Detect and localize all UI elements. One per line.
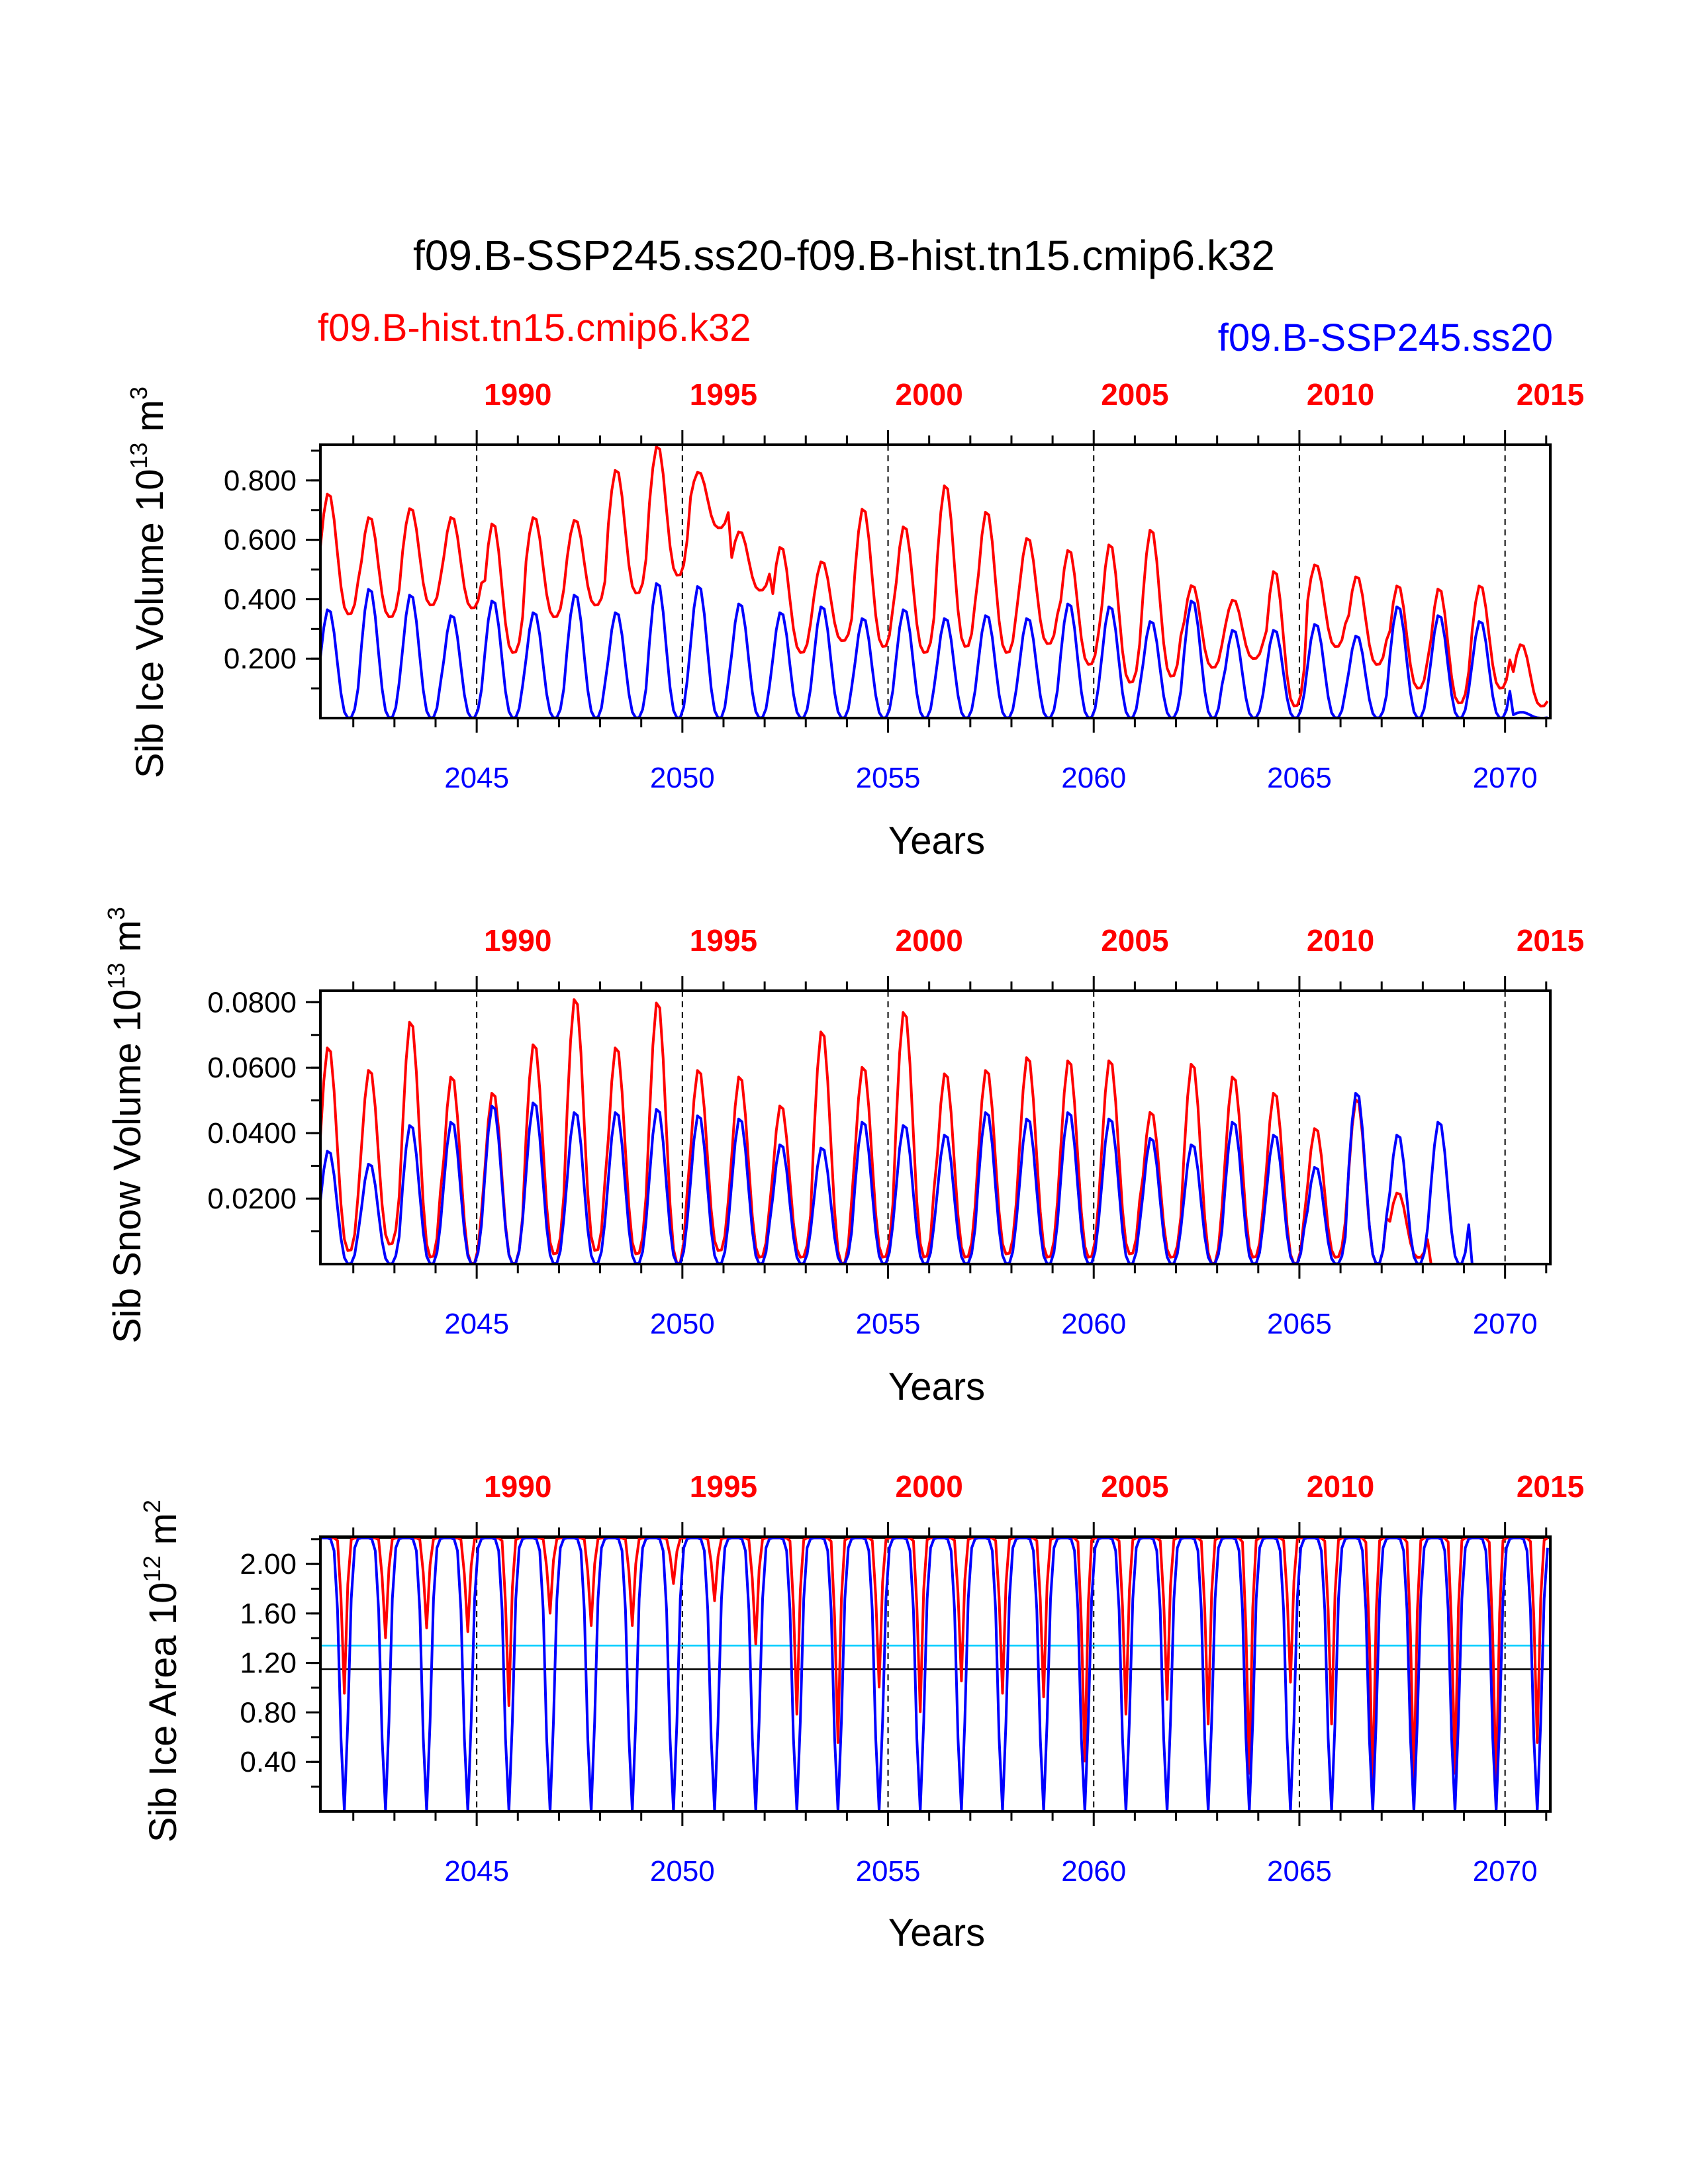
- x-tick-label: 2060: [1061, 1855, 1126, 1888]
- x-tick-label: 2050: [650, 1855, 715, 1888]
- top-tick-label: 1995: [690, 377, 757, 412]
- x-tick-label: 2045: [444, 1308, 509, 1340]
- ice-area-panel: Sib Ice Area 1012 m2 Years 0.40 0.80 1.20 1…: [138, 1469, 1584, 1954]
- y-tick-label: 0.800: [224, 465, 297, 497]
- series-line-blue: [320, 1536, 1549, 1813]
- top-tick-label: 2010: [1307, 923, 1374, 958]
- series-line-blue: [319, 1091, 1548, 1265]
- y-tick-label: 0.80: [240, 1696, 297, 1729]
- y-tick-label: 0.0400: [207, 1117, 297, 1150]
- x-tick-label: 2060: [1061, 1308, 1126, 1340]
- x-tick-label: 2065: [1267, 1308, 1332, 1340]
- x-tick-label: 2065: [1267, 1855, 1332, 1888]
- top-tick-label: 2015: [1517, 923, 1584, 958]
- x-tick-label: 2070: [1473, 1855, 1538, 1888]
- x-tick-label: 2055: [856, 762, 921, 794]
- top-tick-label: 2015: [1517, 1469, 1584, 1504]
- x-tick-label: 2055: [856, 1855, 921, 1888]
- x-tick-label: 2050: [650, 762, 715, 794]
- ice-area-y-label: Sib Ice Area 1012 m2: [138, 1500, 185, 1843]
- y-tick-label: 0.200: [224, 643, 297, 675]
- y-tick-label: 0.400: [224, 583, 297, 615]
- series-line-red: [319, 998, 1548, 1265]
- top-tick-label: 1990: [484, 377, 551, 412]
- y-tick-label: 0.40: [240, 1746, 297, 1778]
- x-tick-label: 2070: [1473, 762, 1538, 794]
- ice-volume-y-label: Sib Ice Volume 1013 m3: [125, 387, 171, 778]
- series-line-red: [319, 445, 1549, 707]
- snow-volume-panel: Sib Snow Volume 1013 m3 Years 0.0200 0.04…: [103, 907, 1584, 1408]
- top-tick-label: 2005: [1101, 923, 1168, 958]
- x-tick-label: 2060: [1061, 762, 1126, 794]
- y-tick-label: 0.0200: [207, 1183, 297, 1215]
- snow-volume-x-label: Years: [888, 1365, 985, 1408]
- plot-frame: [319, 443, 1552, 719]
- top-tick-label: 2000: [896, 377, 963, 412]
- top-tick-label: 2000: [896, 923, 963, 958]
- y-tick-label: 0.0800: [207, 986, 297, 1019]
- top-tick-label: 2005: [1101, 377, 1168, 412]
- top-tick-label: 2010: [1307, 1469, 1374, 1504]
- x-tick-label: 2055: [856, 1308, 921, 1340]
- snow-volume-y-label: Sib Snow Volume 1013 m3: [103, 907, 149, 1343]
- top-tick-label: 2010: [1307, 377, 1374, 412]
- x-tick-label: 2045: [444, 1855, 509, 1888]
- ice-volume-panel: Sib Ice Volume 1013 m3 Years 0.200 0.400 0…: [125, 377, 1584, 862]
- top-tick-label: 2015: [1517, 377, 1584, 412]
- x-tick-label: 2050: [650, 1308, 715, 1340]
- top-tick-label: 2005: [1101, 1469, 1168, 1504]
- x-tick-label: 2065: [1267, 762, 1332, 794]
- top-tick-label: 1995: [690, 923, 757, 958]
- y-tick-label: 2.00: [240, 1548, 297, 1580]
- top-tick-label: 1995: [690, 1469, 757, 1504]
- x-tick-label: 2070: [1473, 1308, 1538, 1340]
- top-tick-label: 1990: [484, 923, 551, 958]
- series-line-blue: [319, 582, 1548, 719]
- y-tick-label: 1.20: [240, 1647, 297, 1680]
- y-tick-label: 1.60: [240, 1598, 297, 1630]
- top-tick-label: 1990: [484, 1469, 551, 1504]
- ice-area-x-label: Years: [888, 1911, 985, 1954]
- plot-frame: [319, 1535, 1552, 1813]
- x-tick-label: 2045: [444, 762, 509, 794]
- y-tick-label: 0.0600: [207, 1052, 297, 1084]
- y-tick-label: 0.600: [224, 524, 297, 557]
- figure-title: f09.B-SSP245.ss20-f09.B-hist.tn15.cmip6.…: [413, 232, 1275, 279]
- legend-red-label: f09.B-hist.tn15.cmip6.k32: [318, 306, 751, 349]
- ice-volume-x-label: Years: [888, 819, 985, 862]
- plot-frame: [319, 989, 1552, 1265]
- legend-blue-label: f09.B-SSP245.ss20: [1218, 316, 1553, 359]
- top-tick-label: 2000: [896, 1469, 963, 1504]
